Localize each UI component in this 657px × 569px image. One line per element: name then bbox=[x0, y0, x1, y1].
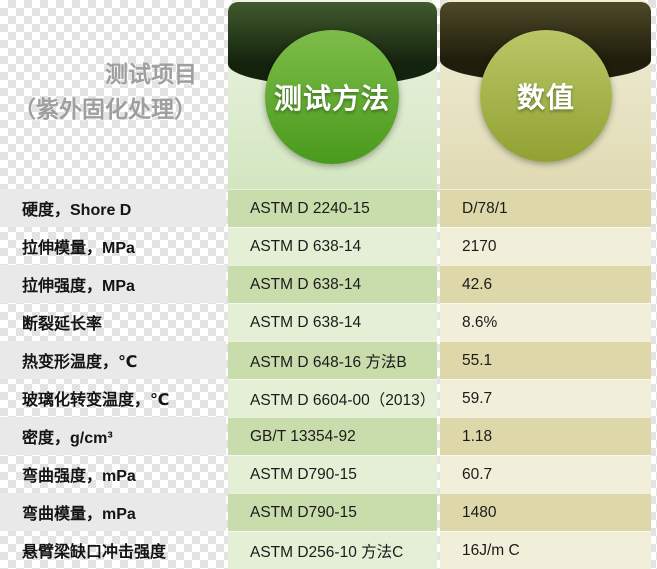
table-title: 测试项目 （紫外固化处理） bbox=[0, 57, 197, 127]
table-row: 拉伸强度，MPa bbox=[0, 265, 226, 303]
table-row: ASTM D790-15 bbox=[228, 455, 437, 493]
method-cell: GB/T 13354-92 bbox=[250, 427, 356, 445]
table-row: 密度，g/cm³ bbox=[0, 417, 226, 455]
value-cell: 1480 bbox=[462, 503, 497, 521]
table-row: ASTM D 648-16 方法B bbox=[228, 341, 437, 379]
table-row: ASTM D790-15 bbox=[228, 493, 437, 531]
table-row: 60.7 bbox=[440, 455, 651, 493]
method-cell: ASTM D 638-14 bbox=[250, 275, 362, 293]
test-method-column: 测试方法 ASTM D 2240-15 ASTM D 638-14 ASTM D 6… bbox=[228, 0, 437, 569]
value-header-label: 数值 bbox=[516, 82, 575, 113]
table-row: 16J/m C bbox=[440, 531, 651, 569]
table-row: ASTM D 638-14 bbox=[228, 265, 437, 303]
table-row: 42.6 bbox=[440, 265, 651, 303]
table-row: ASTM D 638-14 bbox=[228, 303, 437, 341]
row-label: 密度，g/cm³ bbox=[22, 430, 113, 447]
method-cell: ASTM D 638-14 bbox=[250, 237, 362, 255]
table-row: 悬臂梁缺口冲击强度 bbox=[0, 531, 226, 569]
method-cell: ASTM D 2240-15 bbox=[250, 199, 370, 217]
table-row: 拉伸模量，MPa bbox=[0, 227, 226, 265]
value-cell: 55.1 bbox=[462, 351, 493, 369]
method-cell: ASTM D 648-16 方法B bbox=[250, 353, 407, 371]
table-row: 弯曲模量，mPa bbox=[0, 493, 226, 531]
value-rows: D/78/1 2170 42.6 8.6% 55.1 59.7 1.18 60.7 1480 16… bbox=[440, 189, 651, 569]
row-label: 热变形温度，℃ bbox=[22, 354, 138, 371]
value-cell: 2170 bbox=[462, 237, 497, 255]
method-header-badge: 测试方法 bbox=[265, 30, 399, 164]
table-row: 硬度，Shore D bbox=[0, 189, 226, 227]
table-row: 弯曲强度，mPa bbox=[0, 455, 226, 493]
row-label: 悬臂梁缺口冲击强度 bbox=[22, 544, 167, 561]
method-header-label: 测试方法 bbox=[273, 83, 390, 114]
table-row: 断裂延长率 bbox=[0, 303, 226, 341]
value-cell: D/78/1 bbox=[462, 199, 508, 217]
value-cell: 16J/m C bbox=[462, 541, 520, 559]
table-row: ASTM D256-10 方法C bbox=[228, 531, 437, 569]
value-cell: 59.7 bbox=[462, 389, 493, 407]
value-header-badge: 数值 bbox=[480, 30, 612, 162]
method-cell: ASTM D 6604-00（2013） bbox=[250, 391, 436, 409]
table-row: 1.18 bbox=[440, 417, 651, 455]
row-label: 硬度，Shore D bbox=[22, 202, 132, 219]
method-cell: ASTM D 638-14 bbox=[250, 313, 362, 331]
value-cell: 1.18 bbox=[462, 427, 493, 445]
method-rows: ASTM D 2240-15 ASTM D 638-14 ASTM D 638-14… bbox=[228, 189, 437, 569]
method-cell: ASTM D790-15 bbox=[250, 503, 357, 521]
table-row: 55.1 bbox=[440, 341, 651, 379]
table-row: D/78/1 bbox=[440, 189, 651, 227]
table-title-line2: （紫外固化处理） bbox=[13, 96, 197, 122]
row-label: 拉伸强度，MPa bbox=[22, 278, 135, 295]
test-item-column: 硬度，Shore D 拉伸模量，MPa 拉伸强度，MPa 断裂延长率热变形温度，℃ 玻璃… bbox=[0, 189, 226, 569]
value-cell: 60.7 bbox=[462, 465, 493, 483]
table-row: GB/T 13354-92 bbox=[228, 417, 437, 455]
table-row: 热变形温度，℃ bbox=[0, 341, 226, 379]
method-cell: ASTM D256-10 方法C bbox=[250, 543, 404, 561]
table-row: 8.6% bbox=[440, 303, 651, 341]
table-row: 59.7 bbox=[440, 379, 651, 417]
value-cell: 42.6 bbox=[462, 275, 493, 293]
row-label: 弯曲模量，mPa bbox=[22, 506, 136, 523]
table-row: ASTM D 2240-15 bbox=[228, 189, 437, 227]
table-title-line1: 测试项目 bbox=[105, 61, 197, 87]
table-row: 1480 bbox=[440, 493, 651, 531]
table-row: 2170 bbox=[440, 227, 651, 265]
row-label: 断裂延长率 bbox=[22, 316, 103, 333]
row-label: 拉伸模量，MPa bbox=[22, 240, 135, 257]
value-column: 数值 D/78/1 2170 42.6 8.6% 55.1 59.7 1.18 60.7 148… bbox=[440, 0, 651, 569]
value-cell: 8.6% bbox=[462, 313, 498, 331]
row-label: 弯曲强度，mPa bbox=[22, 468, 136, 485]
row-label: 玻璃化转变温度，℃ bbox=[22, 392, 170, 409]
table-row: 玻璃化转变温度，℃ bbox=[0, 379, 226, 417]
method-cell: ASTM D790-15 bbox=[250, 465, 357, 483]
table-row: ASTM D 6604-00（2013） bbox=[228, 379, 437, 417]
table-row: ASTM D 638-14 bbox=[228, 227, 437, 265]
